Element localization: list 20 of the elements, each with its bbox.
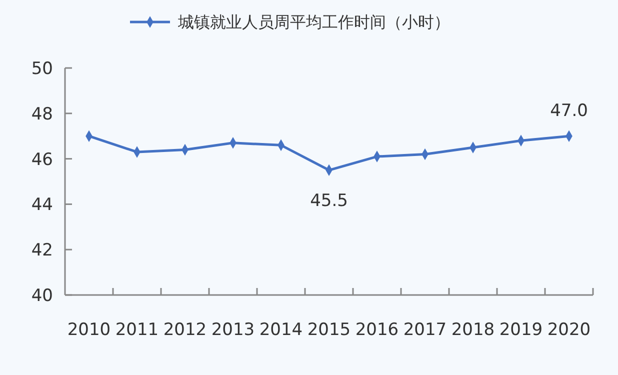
x-tick-label: 2013 [211, 320, 255, 340]
x-tick-label: 2019 [499, 320, 543, 340]
x-tick-label: 2014 [259, 320, 303, 340]
x-tick-label: 2011 [115, 320, 159, 340]
y-tick-label: 42 [31, 240, 53, 261]
x-tick-label: 2017 [403, 320, 447, 340]
y-tick-label: 48 [31, 104, 53, 124]
data-label: 47.0 [550, 101, 588, 122]
y-tick-label: 40 [31, 286, 53, 306]
data-label: 45.5 [310, 191, 348, 212]
x-tick-label: 2016 [355, 320, 399, 340]
x-tick-label: 2015 [307, 320, 351, 340]
legend-label: 城镇就业人员周平均工作时间（小时） [177, 12, 450, 32]
x-tick-label: 2010 [67, 320, 111, 340]
y-tick-label: 50 [31, 58, 53, 79]
x-tick-label: 2020 [547, 320, 591, 340]
x-tick-label: 2018 [451, 320, 495, 340]
x-tick-label: 2012 [163, 320, 207, 340]
y-tick-label: 44 [31, 195, 53, 216]
y-tick-label: 46 [31, 150, 53, 170]
